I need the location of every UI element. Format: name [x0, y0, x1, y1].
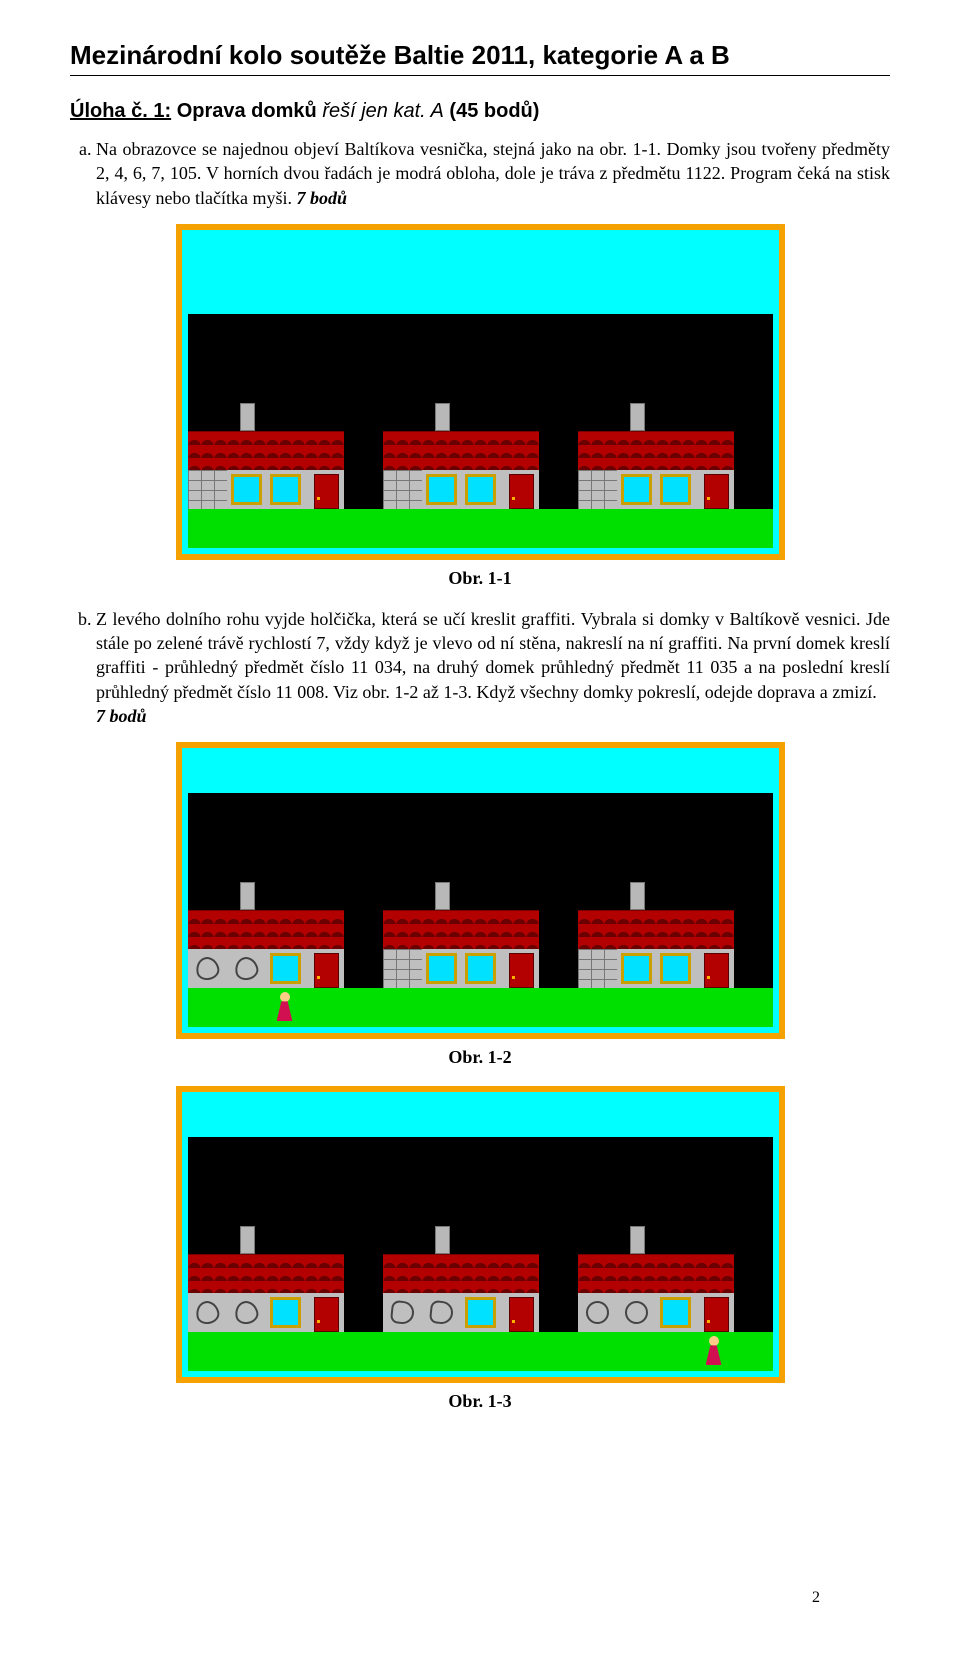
task-points: (45 bodů) — [449, 100, 539, 122]
figure-1-3 — [176, 1086, 785, 1383]
figure-1-1-caption: Obr. 1-1 — [70, 568, 890, 589]
item-a: Na obrazovce se najednou objeví Baltíkov… — [96, 137, 890, 210]
task-heading: Úloha č. 1: Oprava domků řeší jen kat. A… — [70, 100, 890, 123]
item-b-points: 7 bodů — [96, 706, 147, 726]
item-b-text: Z levého dolního rohu vyjde holčička, kt… — [96, 609, 890, 702]
figure-1-3-caption: Obr. 1-3 — [70, 1391, 890, 1412]
divider — [70, 75, 890, 76]
task-number: Úloha č. 1: — [70, 100, 171, 122]
figure-1-2-caption: Obr. 1-2 — [70, 1047, 890, 1068]
figure-1-1 — [176, 224, 785, 560]
item-a-text: Na obrazovce se najednou objeví Baltíkov… — [96, 139, 890, 208]
item-b: Z levého dolního rohu vyjde holčička, kt… — [96, 607, 890, 728]
page-title: Mezinárodní kolo soutěže Baltie 2011, ka… — [70, 40, 890, 71]
page-number: 2 — [812, 1589, 820, 1607]
item-a-points: 7 bodů — [296, 188, 347, 208]
task-note: řeší jen kat. A — [322, 100, 444, 122]
figure-1-2 — [176, 742, 785, 1039]
task-name: Oprava domků — [177, 100, 317, 122]
